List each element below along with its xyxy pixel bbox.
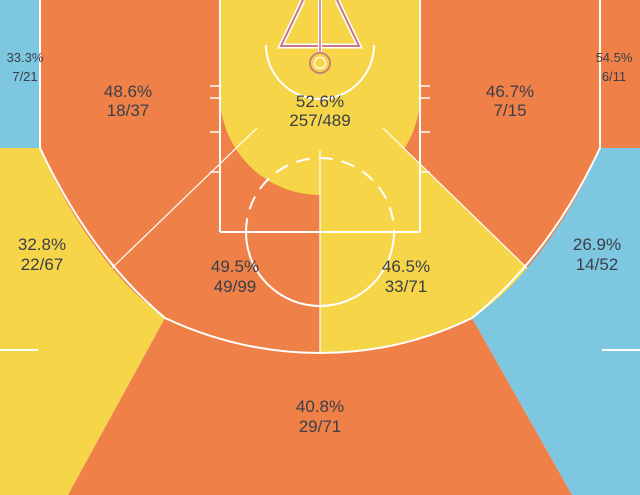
zone-left-baseline-mid (40, 0, 257, 268)
zone-left-wing-three (0, 148, 165, 495)
label-right-wing-pct: 26.9% (573, 235, 621, 254)
zone-restricted-area (220, 0, 420, 195)
label-left-elbow-pct: 49.5% (211, 257, 259, 276)
left-zone-divider (111, 127, 258, 269)
zone-right-baseline-mid (383, 0, 600, 268)
label-right-wing-count: 14/52 (576, 255, 619, 274)
label-right-corner-pct: 54.5% (596, 50, 633, 65)
label-left-elbow-count: 49/99 (214, 277, 257, 296)
lane-hash-marks (210, 85, 430, 173)
rim-icon (309, 52, 331, 74)
zone-right-elbow-mid (320, 128, 527, 353)
right-zone-divider (382, 127, 528, 269)
label-right-baseline-count: 7/15 (493, 101, 526, 120)
zone-labels: 52.6% 257/489 48.6% 18/37 46.7% 7/15 49.… (7, 50, 633, 436)
label-restricted-area-count: 257/489 (289, 111, 350, 130)
court-lines (0, 0, 640, 353)
label-left-baseline-pct: 48.6% (104, 82, 152, 101)
zone-left-elbow-mid (112, 128, 320, 353)
label-left-wing-pct: 32.8% (18, 235, 66, 254)
label-right-baseline-pct: 46.7% (486, 82, 534, 101)
label-left-corner-count: 7/21 (12, 69, 37, 84)
zone-top-of-key-three (68, 318, 572, 495)
restricted-arc (265, 44, 375, 100)
label-right-elbow-pct: 46.5% (382, 257, 430, 276)
label-right-elbow-count: 33/71 (385, 277, 428, 296)
label-left-corner-pct: 33.3% (7, 50, 44, 65)
label-restricted-area-pct: 52.6% (296, 92, 344, 111)
label-left-wing-count: 22/67 (21, 255, 64, 274)
label-right-corner-count: 6/11 (602, 69, 626, 84)
label-left-baseline-count: 18/37 (107, 101, 150, 120)
hoop (277, 0, 363, 74)
zone-left-corner-three (0, 0, 40, 148)
zone-right-corner-three (600, 0, 640, 148)
label-top-of-key-count: 29/71 (299, 417, 342, 436)
label-top-of-key-pct: 40.8% (296, 397, 344, 416)
zone-right-wing-three (472, 148, 640, 495)
